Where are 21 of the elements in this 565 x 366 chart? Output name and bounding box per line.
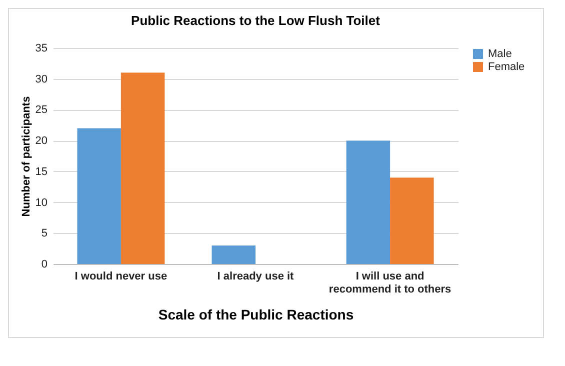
y-tick-label: 20: [35, 135, 48, 148]
chart-title: Public Reactions to the Low Flush Toilet: [131, 13, 381, 28]
bar: [212, 245, 256, 264]
bar: [390, 178, 434, 264]
bar: [77, 128, 121, 264]
legend-label: Female: [488, 61, 525, 73]
y-tick-label: 15: [35, 166, 48, 178]
y-tick-label: 0: [41, 258, 48, 270]
x-tick-label: I would never use: [74, 270, 168, 282]
y-tick-label: 35: [35, 42, 48, 54]
y-tick-label: 25: [35, 104, 48, 116]
x-tick-label: I will use and recommend it to others: [328, 270, 452, 296]
y-tick-label: 10: [35, 196, 48, 209]
y-tick-label: 5: [41, 228, 48, 240]
x-tick-label: I already use it: [217, 270, 294, 282]
y-tick-label: 30: [35, 73, 48, 86]
legend-label: Male: [488, 48, 512, 60]
x-axis-title: Scale of the Public Reactions: [158, 306, 354, 322]
y-axis-title: Number of participants: [20, 96, 32, 217]
bar: [346, 140, 390, 264]
bar: [120, 72, 165, 264]
